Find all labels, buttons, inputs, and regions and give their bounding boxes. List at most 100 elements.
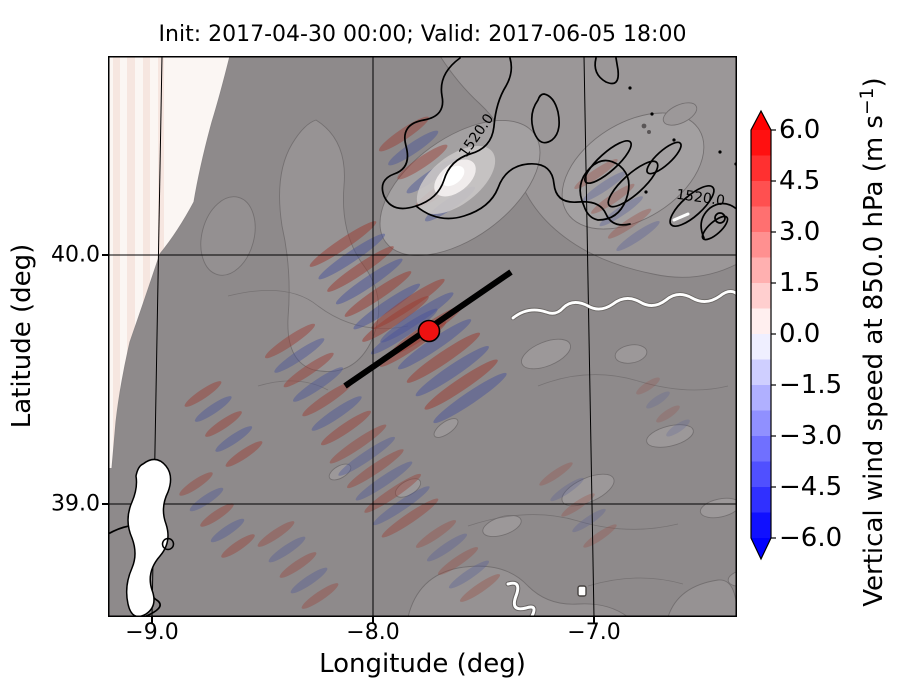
wave-stripe — [344, 271, 412, 317]
wave-stripe — [656, 405, 680, 423]
wave-stripe — [225, 441, 263, 467]
y-axis-label: Latitude (deg) — [7, 243, 37, 429]
colorbar-tick-label: −3.0 — [779, 421, 843, 451]
wave-stripe — [274, 338, 325, 373]
wave-stripe — [397, 144, 448, 180]
wave-stripe — [184, 381, 222, 407]
wave-stripe — [189, 487, 224, 512]
colorbar-segment — [751, 257, 771, 284]
wave-stripe — [290, 567, 328, 594]
colorbar-segment — [751, 155, 771, 182]
colorbar-tick-label: 0.0 — [779, 319, 821, 349]
colorbar-tick-label: 6.0 — [779, 115, 821, 145]
plot-title: Init: 2017-04-30 00:00; Valid: 2017-06-0… — [158, 22, 687, 47]
wave-stripe — [539, 462, 573, 486]
colorbar-segment — [751, 359, 771, 386]
y-tick-mark — [102, 503, 108, 505]
wave-stripe — [264, 323, 316, 359]
x-tick-mark — [151, 617, 153, 623]
wave-stripe — [378, 116, 430, 152]
wave-stripe — [221, 534, 255, 558]
wave-stripe — [292, 367, 344, 402]
colorbar-label-main: Vertical wind speed at 850.0 hPa (m s — [859, 115, 889, 607]
wave-stripe — [364, 473, 421, 513]
wave-stripe — [318, 233, 386, 280]
wave-stripe — [388, 130, 439, 166]
x-tick-mark — [593, 617, 595, 623]
colorbar-segment — [751, 512, 771, 539]
wave-stripe — [636, 377, 660, 395]
ocean-stripe — [143, 56, 150, 468]
colorbar-segment — [751, 334, 771, 360]
coastline — [111, 56, 231, 469]
colorbar-segment — [751, 385, 771, 411]
estuary — [108, 458, 175, 617]
wave-stripe — [302, 381, 353, 417]
wave-stripe — [329, 424, 387, 464]
colorbar-segment — [751, 130, 771, 156]
wave-stripe — [616, 220, 660, 252]
colorbar-tick-label: −4.5 — [779, 472, 843, 502]
wave-stripe — [448, 560, 490, 589]
wave-stripe — [210, 518, 245, 543]
wave-stripe — [335, 258, 403, 305]
colorbar-tick-label: 3.0 — [779, 217, 821, 247]
summit-highlight — [416, 145, 496, 215]
wave-stripe — [347, 449, 404, 489]
wave-stripe — [257, 521, 295, 547]
x-tick-label: −8.0 — [346, 620, 400, 645]
wave-stripe — [459, 574, 501, 602]
x-tick-mark — [372, 617, 374, 623]
meridian-7w — [583, 56, 595, 617]
colorbar-tick-label: −1.5 — [779, 370, 843, 400]
ocean-stripe — [127, 56, 135, 468]
wave-stripe — [561, 493, 595, 517]
wave-stripe — [426, 533, 468, 562]
summit-marks — [641, 123, 651, 134]
wave-stripe — [320, 410, 372, 446]
colorbar-tick-marks — [771, 129, 776, 539]
wave-stripe — [381, 498, 439, 538]
wave-stripe — [371, 278, 445, 330]
colorbar-segment — [751, 232, 771, 258]
wave-stripe — [582, 171, 627, 202]
wave-stripe — [424, 359, 498, 410]
colorbar-segment — [751, 206, 771, 233]
colorbar — [750, 109, 776, 561]
x-tick-label: −9.0 — [125, 620, 179, 645]
colorbar-segment — [751, 308, 771, 335]
ocean — [108, 56, 230, 468]
map-plot-area: 1520.0 1520.0 — [108, 56, 737, 617]
wave-stripe — [355, 461, 413, 501]
colorbar-segment — [751, 487, 771, 513]
colorbar-segment — [751, 181, 771, 207]
wave-stripe — [353, 283, 421, 330]
wave-stripe — [415, 520, 457, 548]
wave-stripe — [380, 292, 454, 343]
colorbar-segments — [751, 130, 771, 539]
ocean-stripe — [113, 56, 120, 468]
wave-stripe — [666, 419, 690, 437]
wave-stripe — [646, 391, 670, 409]
cross-section-point — [417, 319, 441, 343]
wave-stripe — [338, 436, 395, 476]
contour-label-east: 1520.0 — [675, 187, 726, 210]
wave-stripe — [433, 372, 507, 424]
wave-layer — [179, 116, 690, 609]
colorbar-segment — [751, 283, 771, 309]
colorbar-tick-label: 1.5 — [779, 268, 821, 298]
wave-stripe — [591, 183, 635, 214]
wave-stripe — [406, 332, 481, 383]
elevation-contours-thin — [227, 290, 729, 587]
colorbar-arrow-down — [751, 538, 771, 559]
wave-stripe — [550, 477, 584, 502]
colorbar-label-superscript: −1 — [856, 87, 878, 116]
colorbar-segment — [751, 461, 771, 488]
wave-stripe — [327, 246, 394, 292]
contour-1520 — [381, 57, 737, 241]
wave-stripe — [583, 524, 617, 548]
wave-stripe — [215, 426, 253, 452]
wave-stripe — [373, 486, 430, 526]
wave-stripe — [437, 547, 479, 575]
